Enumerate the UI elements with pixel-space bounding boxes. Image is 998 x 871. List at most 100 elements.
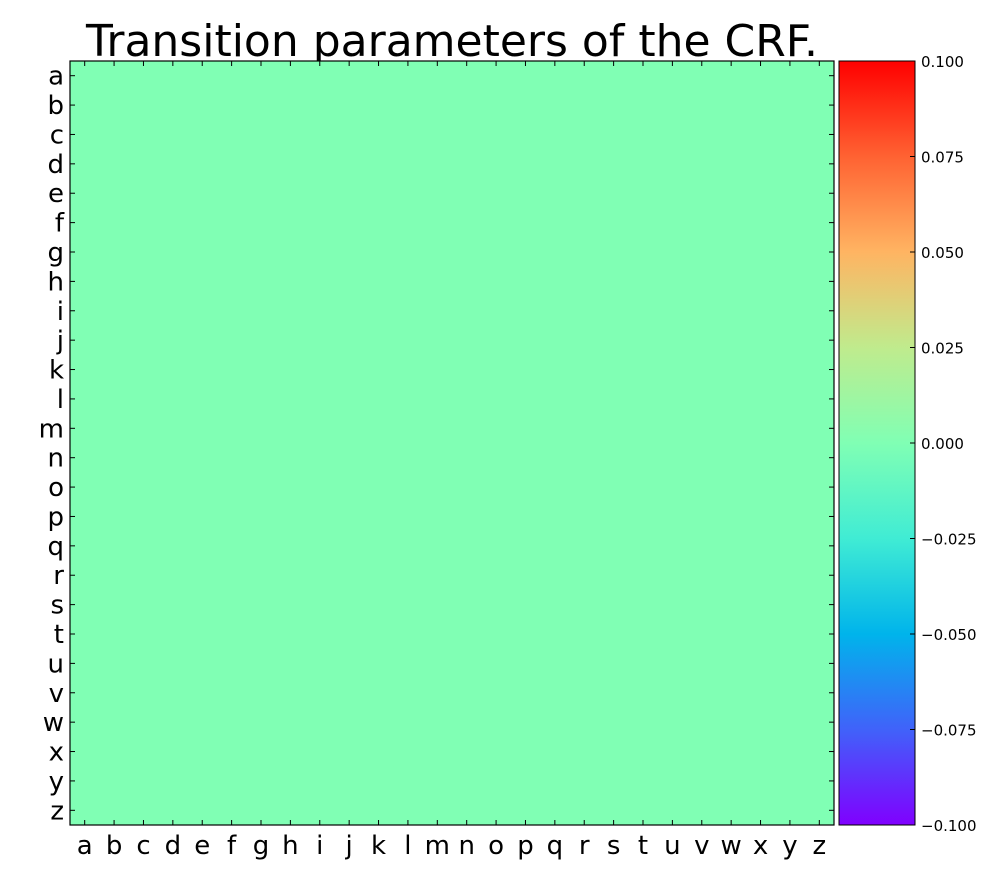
y-tick-label: p (47, 502, 64, 532)
heatmap-cell (598, 354, 629, 385)
heatmap-cell (657, 766, 688, 797)
heatmap-cell (598, 619, 629, 650)
heatmap-cell (393, 384, 424, 415)
heatmap-cell (393, 119, 424, 150)
heatmap-cell (334, 443, 365, 473)
heatmap-cell (246, 325, 277, 356)
heatmap-cell (481, 354, 512, 385)
heatmap-cell (363, 178, 394, 209)
heatmap-cell (598, 296, 629, 326)
heatmap-cell (687, 736, 717, 767)
heatmap-cell (99, 178, 130, 209)
heatmap-cell (128, 648, 159, 679)
heatmap-cell (452, 619, 482, 650)
heatmap-cell (99, 325, 130, 356)
heatmap-cell (334, 384, 365, 415)
heatmap-cell (745, 237, 776, 268)
heatmap-cell (775, 178, 806, 209)
heatmap-cell (275, 766, 306, 797)
heatmap-cell (128, 237, 159, 268)
heatmap-cell (334, 266, 365, 297)
heatmap-cell (305, 178, 335, 209)
heatmap-cell (363, 119, 394, 150)
heatmap-cell (158, 296, 188, 326)
heatmap-cell (363, 736, 394, 767)
heatmap-cell (99, 589, 130, 620)
heatmap-cell (452, 325, 482, 356)
heatmap-cell (452, 589, 482, 620)
heatmap-cell (99, 736, 130, 767)
heatmap-cell (687, 296, 717, 326)
heatmap-cell (275, 296, 306, 326)
heatmap-cell (422, 413, 453, 444)
plot-frame (69, 60, 835, 826)
heatmap-cell (99, 648, 130, 679)
heatmap-cell (216, 119, 247, 150)
heatmap-cell (99, 531, 130, 561)
colorbar-tick-label: −0.050 (921, 626, 977, 644)
heatmap-cell (540, 560, 570, 591)
heatmap-cell (540, 354, 570, 385)
heatmap-cell (305, 736, 335, 767)
heatmap-cell (569, 736, 600, 767)
heatmap-cell (393, 707, 424, 738)
heatmap-cell (775, 472, 806, 503)
heatmap-cell (628, 237, 659, 268)
heatmap-cell (775, 766, 806, 797)
heatmap-cell (628, 384, 659, 415)
heatmap-cell (775, 207, 806, 238)
heatmap-cell (158, 589, 188, 620)
heatmap-cell (128, 178, 159, 209)
heatmap-cell (363, 678, 394, 708)
x-tick-label: q (547, 831, 564, 861)
heatmap-cell (687, 119, 717, 150)
heatmap-cell (158, 149, 188, 179)
heatmap-cell (246, 560, 277, 591)
heatmap-cell (745, 207, 776, 238)
heatmap-cell (275, 707, 306, 738)
heatmap-cell (775, 90, 806, 121)
heatmap-cell (657, 207, 688, 238)
x-tick-label: j (345, 831, 353, 861)
heatmap-cell (687, 648, 717, 679)
heatmap-cell (305, 266, 335, 297)
heatmap-cell (569, 413, 600, 444)
heatmap-cell (246, 149, 277, 179)
heatmap-cell (628, 149, 659, 179)
heatmap-cell (275, 178, 306, 209)
heatmap-cell (246, 354, 277, 385)
heatmap-cell (246, 736, 277, 767)
heatmap-cell (598, 501, 629, 532)
heatmap-cell (716, 589, 747, 620)
heatmap-cell (657, 678, 688, 708)
heatmap-cell (687, 707, 717, 738)
heatmap-cell (452, 501, 482, 532)
heatmap-cell (745, 531, 776, 561)
heatmap-cell (510, 501, 541, 532)
heatmap-cell (628, 207, 659, 238)
heatmap-cell (745, 589, 776, 620)
x-tick-label: w (721, 831, 742, 861)
heatmap-cell (657, 296, 688, 326)
heatmap-cell (716, 619, 747, 650)
heatmap-cell (569, 325, 600, 356)
heatmap-cell (628, 589, 659, 620)
heatmap-cell (657, 149, 688, 179)
heatmap-cell (99, 384, 130, 415)
heatmap-cell (393, 237, 424, 268)
heatmap-cell (510, 119, 541, 150)
heatmap-cell (158, 207, 188, 238)
heatmap-cell (628, 325, 659, 356)
heatmap-cell (246, 648, 277, 679)
heatmap-cell (510, 149, 541, 179)
heatmap-cell (158, 443, 188, 473)
heatmap-cell (598, 736, 629, 767)
heatmap-cell (275, 589, 306, 620)
heatmap-cell (187, 178, 218, 209)
y-tick-label: s (50, 591, 64, 621)
heatmap-cell (305, 237, 335, 268)
heatmap-cell (187, 648, 218, 679)
heatmap-cell (216, 325, 247, 356)
heatmap-cell (187, 119, 218, 150)
